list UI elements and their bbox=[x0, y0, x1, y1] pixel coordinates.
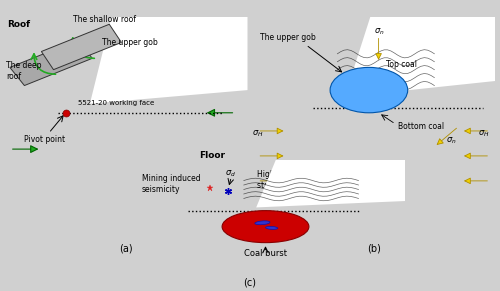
Text: (c): (c) bbox=[244, 278, 256, 288]
Text: $\sigma_n$: $\sigma_n$ bbox=[446, 135, 457, 146]
Polygon shape bbox=[90, 6, 248, 104]
Text: Bottom coal: Bottom coal bbox=[398, 122, 444, 131]
Text: Mining induced
seismicity: Mining induced seismicity bbox=[142, 174, 200, 194]
Text: $\sigma_H$: $\sigma_H$ bbox=[252, 129, 264, 139]
Text: High static
stress zone: High static stress zone bbox=[258, 170, 301, 190]
Polygon shape bbox=[42, 24, 121, 70]
Polygon shape bbox=[256, 147, 405, 207]
Text: Coal burst: Coal burst bbox=[244, 249, 287, 258]
Text: Top coal: Top coal bbox=[386, 61, 417, 69]
Text: $\sigma_H$: $\sigma_H$ bbox=[478, 129, 490, 139]
Text: $\sigma_n$: $\sigma_n$ bbox=[374, 26, 384, 37]
Text: (b): (b) bbox=[367, 243, 380, 253]
Text: Roof: Roof bbox=[8, 19, 30, 29]
Ellipse shape bbox=[330, 68, 407, 113]
Polygon shape bbox=[344, 6, 495, 97]
Text: (a): (a) bbox=[120, 243, 133, 253]
Text: Floor: Floor bbox=[199, 151, 225, 160]
Ellipse shape bbox=[266, 226, 278, 229]
Ellipse shape bbox=[255, 221, 270, 225]
Text: Pivot point: Pivot point bbox=[24, 135, 66, 144]
Text: The deep
roof: The deep roof bbox=[6, 61, 42, 81]
Text: The shallow roof: The shallow roof bbox=[73, 15, 136, 24]
Text: 5521-20 working face: 5521-20 working face bbox=[78, 100, 154, 106]
Text: The upper gob: The upper gob bbox=[102, 38, 158, 47]
Text: $\sigma_d$: $\sigma_d$ bbox=[225, 168, 236, 179]
Text: The upper gob: The upper gob bbox=[260, 33, 316, 42]
Ellipse shape bbox=[222, 211, 309, 243]
Polygon shape bbox=[10, 40, 92, 86]
